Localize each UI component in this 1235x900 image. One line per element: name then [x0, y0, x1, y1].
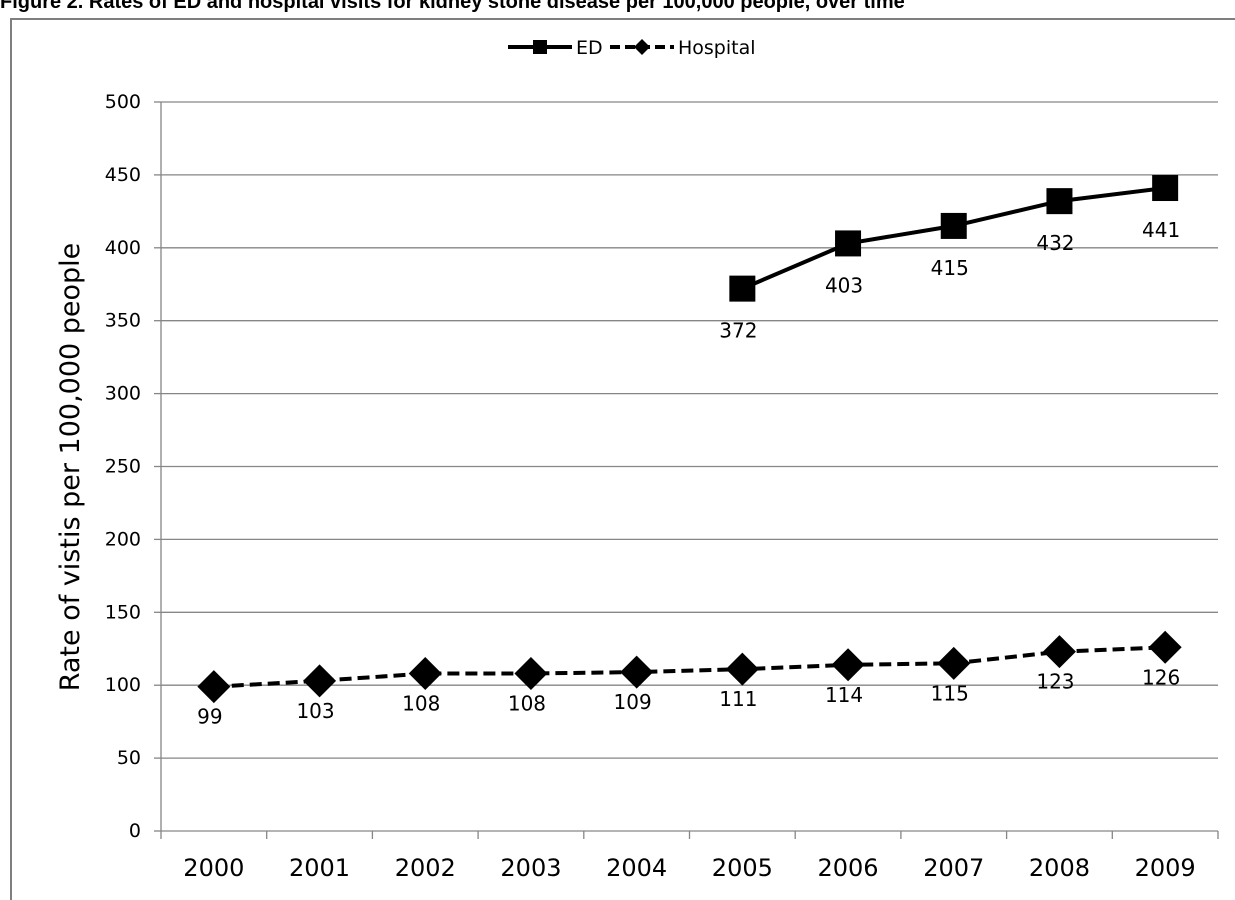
legend-label-ed: ED: [576, 37, 603, 59]
x-tick-label-2002: 2002: [395, 854, 456, 882]
legend: ED Hospital: [508, 37, 756, 59]
y-tick-label: 150: [105, 601, 141, 623]
y-tick-label: 400: [105, 237, 141, 259]
data-point-hospital: [197, 670, 231, 704]
x-tick-label-2009: 2009: [1135, 854, 1196, 882]
data-label-hospital: 99: [197, 705, 222, 729]
data-label-ed: 441: [1142, 218, 1180, 242]
data-point-ed: [835, 230, 862, 257]
axes: [154, 101, 1219, 839]
data-point-ed: [1046, 188, 1073, 215]
data-label-ed: 372: [719, 319, 757, 343]
data-point-hospital: [303, 664, 337, 698]
y-tick-label: 250: [105, 456, 141, 478]
data-point-hospital: [831, 648, 865, 682]
y-tick-label: 450: [105, 164, 141, 186]
legend-marker-hospital: [634, 39, 650, 55]
y-tick-label: 350: [105, 310, 141, 332]
y-tick-label: 0: [129, 820, 141, 842]
y-tick-label: 500: [105, 91, 141, 113]
data-label-hospital: 123: [1036, 670, 1074, 694]
y-tick-label: 50: [117, 747, 141, 769]
gridlines: [161, 101, 1218, 759]
x-tick-label-2000: 2000: [183, 854, 244, 882]
data-point-hospital: [1042, 635, 1076, 669]
data-label-hospital: 108: [402, 692, 440, 716]
data-point-hospital: [408, 657, 442, 691]
data-label-hospital: 126: [1142, 665, 1180, 689]
data-point-hospital: [725, 652, 759, 686]
data-label-hospital: 115: [931, 681, 969, 705]
data-label-hospital: 111: [719, 687, 757, 711]
x-tick-label-2007: 2007: [923, 854, 984, 882]
data-point-hospital: [620, 655, 654, 689]
y-tick-label: 300: [105, 383, 141, 405]
y-tick-labels: 0 50 100 150 200 250 300 350 400 450 500: [105, 91, 141, 842]
x-tick-label-2003: 2003: [500, 854, 561, 882]
data-point-hospital: [1148, 630, 1182, 664]
series-layer: [197, 175, 1182, 704]
y-axis-label: Rate of vistis per 100,000 people: [55, 243, 86, 692]
data-label-ed: 403: [825, 273, 863, 297]
x-tick-labels: 2000 2001 2002 2003 2004 2005 2006 2007 2008 2009: [183, 854, 1195, 882]
chart-title-container: Figure 2. Rates of ED and hospital visit…: [0, 0, 1235, 22]
x-tick-label-2005: 2005: [712, 854, 773, 882]
data-point-hospital: [514, 657, 548, 691]
legend-label-hospital: Hospital: [678, 37, 756, 59]
x-tick-label-2004: 2004: [606, 854, 667, 882]
chart-title: Figure 2. Rates of ED and hospital visit…: [0, 0, 905, 13]
data-point-ed: [1152, 175, 1179, 202]
data-labels: 372 403 415 432 441 99 103 108 108 109 111 114 115 12…: [197, 218, 1180, 729]
x-tick-label-2001: 2001: [289, 854, 350, 882]
x-tick-label-2006: 2006: [818, 854, 879, 882]
data-label-hospital: 103: [296, 699, 334, 723]
data-label-hospital: 114: [825, 683, 863, 707]
data-point-ed: [729, 275, 756, 302]
data-label-hospital: 109: [614, 690, 652, 714]
y-tick-label: 100: [105, 674, 141, 696]
legend-marker-ed: [533, 40, 547, 54]
data-label-hospital: 108: [508, 692, 546, 716]
chart-frame: [10, 18, 1235, 900]
y-tick-label: 200: [105, 528, 141, 550]
series-line-hospital: [213, 645, 1166, 689]
x-tick-label-2008: 2008: [1029, 854, 1090, 882]
data-point-ed: [940, 212, 967, 239]
data-label-ed: 415: [931, 256, 969, 280]
data-point-hospital: [937, 646, 971, 680]
data-label-ed: 432: [1036, 231, 1074, 255]
